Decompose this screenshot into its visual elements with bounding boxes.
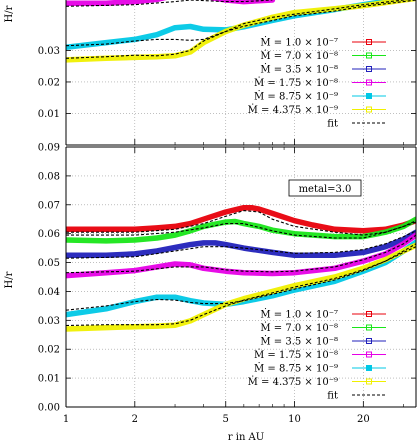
y-tick-label: 0.03 — [38, 46, 60, 57]
y-tick-label: 0.00 — [38, 403, 60, 414]
series-line — [66, 242, 416, 332]
y-tick-label: 0.04 — [38, 287, 60, 298]
y-tick-label: 0.02 — [38, 77, 60, 88]
y-tick-label: 0.01 — [38, 109, 60, 120]
legend-marker — [366, 79, 372, 86]
y-tick-label: 0.06 — [38, 229, 60, 240]
legend-marker — [366, 66, 372, 72]
legend: Ṁ = 1.0 × 10⁻⁷Ṁ = 7.0 × 10⁻⁸ Ṁ = 3.5 × 10… — [248, 309, 386, 402]
axes-frame — [65, 0, 417, 146]
legend-label: Ṁ = 1.0 × 10⁻⁷ — [260, 309, 338, 321]
legend-marker — [366, 378, 372, 385]
legend-label: Ṁ = 8.75 × 10⁻⁹ — [254, 91, 338, 103]
legend-marker — [366, 52, 372, 59]
legend-marker — [366, 39, 372, 45]
series-line — [66, 216, 416, 244]
legend-marker — [366, 365, 372, 371]
legend-label: Ṁ = 7.0 × 10⁻⁸ — [260, 322, 338, 334]
series-line — [66, 0, 276, 6]
series-group — [66, 204, 416, 332]
legend-label: Ṁ = 1.0 × 10⁻⁷ — [260, 37, 338, 49]
series-group — [66, 0, 416, 63]
axes-frame — [65, 146, 417, 408]
legend-label: Ṁ = 4.375 × 10⁻⁹ — [248, 104, 338, 116]
legend-marker — [366, 351, 372, 358]
legend-label: fit — [327, 391, 338, 402]
legend-marker — [366, 338, 372, 344]
fit-line — [66, 210, 416, 236]
legend-label: Ṁ = 7.0 × 10⁻⁸ — [260, 50, 338, 62]
legend-marker — [366, 324, 372, 331]
fit-line — [66, 230, 416, 259]
legend-label: Ṁ = 1.75 × 10⁻⁸ — [254, 349, 338, 361]
fit-line — [66, 220, 416, 239]
bottom-panel: 0.00 0.01 0.02 0.03 0.04 0.05 0.06 0.07 0.08 0.09… — [4, 143, 417, 442]
y-tick-label: 0.05 — [38, 258, 60, 269]
x-tick-label: 1 — [63, 414, 69, 425]
legend-label: Ṁ = 4.375 × 10⁻⁹ — [248, 376, 338, 388]
x-tick-label: 5 — [223, 414, 229, 425]
legend: Ṁ = 1.0 × 10⁻⁷Ṁ = 7.0 × 10⁻⁸ Ṁ = 3.5 × 10… — [248, 37, 386, 130]
y-tick-label: 0.02 — [38, 345, 60, 356]
legend-label: Ṁ = 3.5 × 10⁻⁸ — [260, 336, 338, 348]
x-axis-label: r in AU — [228, 432, 264, 442]
fit-line — [66, 0, 273, 7]
legend-label: Ṁ = 1.75 × 10⁻⁸ — [254, 77, 338, 89]
series-line — [66, 204, 416, 234]
series-line — [66, 229, 416, 259]
fit-line — [66, 243, 416, 311]
legend-marker — [366, 311, 372, 317]
y-tick-label: 0.03 — [38, 316, 60, 327]
x-tick-label: 2 — [132, 414, 138, 425]
y-tick-label: 0.01 — [38, 374, 60, 385]
legend-marker — [366, 106, 372, 113]
y-axis-label: H/r — [4, 5, 15, 22]
fit-line — [66, 246, 416, 327]
fit-line — [66, 234, 416, 274]
y-tick-label: 0.08 — [38, 171, 60, 182]
y-axis-label: H/r — [4, 271, 15, 288]
top-panel: 0.03 0.02 0.01 H/r Ṁ = 1.0 × 10⁻⁷Ṁ = 7.0 × 1… — [4, 0, 417, 146]
fit-line — [66, 0, 416, 59]
series-line — [66, 232, 416, 279]
legend-label: Ṁ = 8.75 × 10⁻⁹ — [254, 363, 338, 375]
annotation-text: metal=3.0 — [299, 184, 352, 195]
legend-marker — [366, 93, 372, 99]
x-tick-label: 20 — [357, 414, 370, 425]
x-tick-label: 10 — [288, 414, 301, 425]
annotation-box: metal=3.0 — [288, 179, 362, 197]
legend-label: Ṁ = 3.5 × 10⁻⁸ — [260, 64, 338, 76]
grid — [65, 0, 416, 145]
y-tick-label: 0.09 — [38, 143, 60, 154]
y-tick-label: 0.07 — [38, 200, 60, 211]
legend-label: fit — [327, 119, 338, 130]
